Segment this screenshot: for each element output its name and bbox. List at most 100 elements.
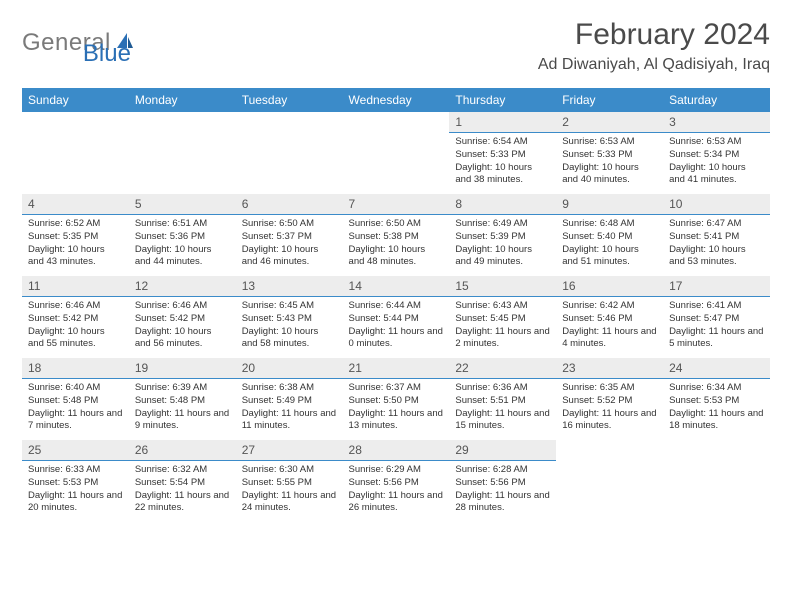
sunrise-line: Sunrise: 6:44 AM [349,300,421,311]
sunset-line: Sunset: 5:56 PM [349,477,419,488]
day-details: Sunrise: 6:40 AMSunset: 5:48 PMDaylight:… [22,379,129,438]
calendar-cell: 23Sunrise: 6:35 AMSunset: 5:52 PMDayligh… [556,358,663,440]
location: Ad Diwaniyah, Al Qadisiyah, Iraq [538,56,770,74]
sunset-line: Sunset: 5:34 PM [669,149,739,160]
day-number: 25 [22,440,129,461]
sunset-line: Sunset: 5:37 PM [242,231,312,242]
day-number: 1 [449,112,556,133]
calendar-cell: 15Sunrise: 6:43 AMSunset: 5:45 PMDayligh… [449,276,556,358]
sunset-line: Sunset: 5:48 PM [28,395,98,406]
logo-text-blue: Blue [83,40,131,68]
day-number: 12 [129,276,236,297]
daylight-line: Daylight: 11 hours and 5 minutes. [669,326,763,350]
daylight-line: Daylight: 10 hours and 43 minutes. [28,244,105,268]
calendar-cell: 18Sunrise: 6:40 AMSunset: 5:48 PMDayligh… [22,358,129,440]
daylight-line: Daylight: 11 hours and 4 minutes. [562,326,656,350]
calendar-cell: 17Sunrise: 6:41 AMSunset: 5:47 PMDayligh… [663,276,770,358]
day-details: Sunrise: 6:32 AMSunset: 5:54 PMDaylight:… [129,461,236,520]
weekday-header: Saturday [663,88,770,112]
sunset-line: Sunset: 5:53 PM [669,395,739,406]
day-number: 7 [343,194,450,215]
daylight-line: Daylight: 11 hours and 18 minutes. [669,408,763,432]
day-number: 24 [663,358,770,379]
sunset-line: Sunset: 5:49 PM [242,395,312,406]
day-details: Sunrise: 6:39 AMSunset: 5:48 PMDaylight:… [129,379,236,438]
day-details: Sunrise: 6:37 AMSunset: 5:50 PMDaylight:… [343,379,450,438]
calendar-cell: 11Sunrise: 6:46 AMSunset: 5:42 PMDayligh… [22,276,129,358]
sunset-line: Sunset: 5:53 PM [28,477,98,488]
logo: General Blue [22,18,131,68]
sunset-line: Sunset: 5:45 PM [455,313,525,324]
calendar-cell: 14Sunrise: 6:44 AMSunset: 5:44 PMDayligh… [343,276,450,358]
day-number: 28 [343,440,450,461]
calendar-table: Sunday Monday Tuesday Wednesday Thursday… [22,88,770,522]
calendar-cell [22,112,129,194]
calendar-cell: 26Sunrise: 6:32 AMSunset: 5:54 PMDayligh… [129,440,236,522]
day-number: 16 [556,276,663,297]
day-number: 10 [663,194,770,215]
day-details: Sunrise: 6:34 AMSunset: 5:53 PMDaylight:… [663,379,770,438]
sunrise-line: Sunrise: 6:28 AM [455,464,527,475]
day-details: Sunrise: 6:29 AMSunset: 5:56 PMDaylight:… [343,461,450,520]
daylight-line: Daylight: 10 hours and 46 minutes. [242,244,319,268]
calendar-cell: 24Sunrise: 6:34 AMSunset: 5:53 PMDayligh… [663,358,770,440]
calendar-cell: 28Sunrise: 6:29 AMSunset: 5:56 PMDayligh… [343,440,450,522]
sunrise-line: Sunrise: 6:52 AM [28,218,100,229]
daylight-line: Daylight: 11 hours and 22 minutes. [135,490,229,514]
calendar-cell: 2Sunrise: 6:53 AMSunset: 5:33 PMDaylight… [556,112,663,194]
sunset-line: Sunset: 5:48 PM [135,395,205,406]
sunset-line: Sunset: 5:44 PM [349,313,419,324]
day-details: Sunrise: 6:35 AMSunset: 5:52 PMDaylight:… [556,379,663,438]
day-number: 5 [129,194,236,215]
calendar-cell: 1Sunrise: 6:54 AMSunset: 5:33 PMDaylight… [449,112,556,194]
sunrise-line: Sunrise: 6:54 AM [455,136,527,147]
day-details: Sunrise: 6:49 AMSunset: 5:39 PMDaylight:… [449,215,556,274]
day-number: 21 [343,358,450,379]
daylight-line: Daylight: 11 hours and 26 minutes. [349,490,443,514]
daylight-line: Daylight: 10 hours and 55 minutes. [28,326,105,350]
daylight-line: Daylight: 11 hours and 11 minutes. [242,408,336,432]
daylight-line: Daylight: 11 hours and 13 minutes. [349,408,443,432]
weekday-header: Monday [129,88,236,112]
sunrise-line: Sunrise: 6:47 AM [669,218,741,229]
day-details: Sunrise: 6:36 AMSunset: 5:51 PMDaylight:… [449,379,556,438]
calendar-cell [129,112,236,194]
sunrise-line: Sunrise: 6:48 AM [562,218,634,229]
calendar-cell [556,440,663,522]
day-details: Sunrise: 6:41 AMSunset: 5:47 PMDaylight:… [663,297,770,356]
calendar-cell [236,112,343,194]
day-number: 6 [236,194,343,215]
day-details: Sunrise: 6:48 AMSunset: 5:40 PMDaylight:… [556,215,663,274]
calendar-cell: 16Sunrise: 6:42 AMSunset: 5:46 PMDayligh… [556,276,663,358]
calendar-cell: 7Sunrise: 6:50 AMSunset: 5:38 PMDaylight… [343,194,450,276]
weekday-header: Friday [556,88,663,112]
daylight-line: Daylight: 10 hours and 53 minutes. [669,244,746,268]
calendar-cell: 22Sunrise: 6:36 AMSunset: 5:51 PMDayligh… [449,358,556,440]
daylight-line: Daylight: 10 hours and 58 minutes. [242,326,319,350]
sunset-line: Sunset: 5:51 PM [455,395,525,406]
day-number: 26 [129,440,236,461]
sunset-line: Sunset: 5:35 PM [28,231,98,242]
month-title: February 2024 [538,18,770,52]
weekday-header: Thursday [449,88,556,112]
daylight-line: Daylight: 10 hours and 38 minutes. [455,162,532,186]
sunrise-line: Sunrise: 6:50 AM [349,218,421,229]
weekday-header: Sunday [22,88,129,112]
sunrise-line: Sunrise: 6:43 AM [455,300,527,311]
weekday-header: Tuesday [236,88,343,112]
sunrise-line: Sunrise: 6:35 AM [562,382,634,393]
daylight-line: Daylight: 10 hours and 49 minutes. [455,244,532,268]
calendar-row: 25Sunrise: 6:33 AMSunset: 5:53 PMDayligh… [22,440,770,522]
sunset-line: Sunset: 5:52 PM [562,395,632,406]
calendar-cell: 13Sunrise: 6:45 AMSunset: 5:43 PMDayligh… [236,276,343,358]
day-number: 19 [129,358,236,379]
daylight-line: Daylight: 11 hours and 0 minutes. [349,326,443,350]
day-number: 2 [556,112,663,133]
calendar-cell: 5Sunrise: 6:51 AMSunset: 5:36 PMDaylight… [129,194,236,276]
sunrise-line: Sunrise: 6:46 AM [135,300,207,311]
calendar-cell: 19Sunrise: 6:39 AMSunset: 5:48 PMDayligh… [129,358,236,440]
day-number: 15 [449,276,556,297]
day-details: Sunrise: 6:30 AMSunset: 5:55 PMDaylight:… [236,461,343,520]
day-number: 29 [449,440,556,461]
title-block: February 2024 Ad Diwaniyah, Al Qadisiyah… [538,18,770,74]
